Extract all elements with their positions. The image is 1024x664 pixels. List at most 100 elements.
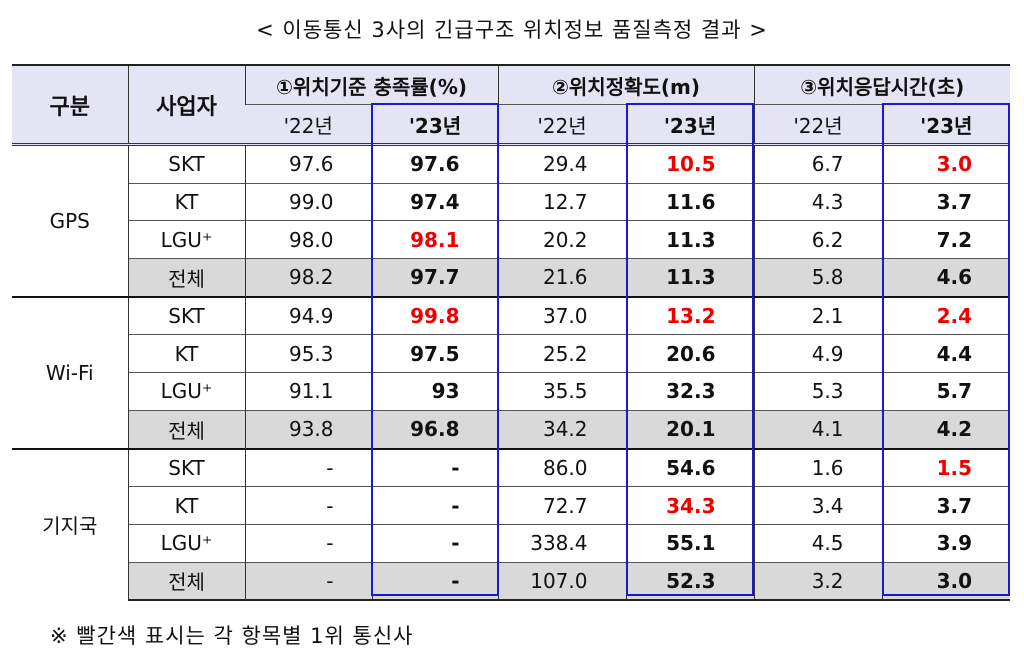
table-row: GPS SKT 97.6 97.6 29.4 10.5 6.7 3.0 [12, 142, 1011, 297]
value-cell: 11.3 [625, 258, 754, 297]
header-metric-1: ①위치기준 충족률(%) [244, 64, 498, 105]
group-label: 기지국 [12, 447, 128, 601]
value-cell: 21.6 [497, 258, 626, 297]
value-cell: 95.3 [244, 334, 372, 373]
table-row: 전체 93.8 96.8 34.2 20.1 4.1 4.2 [12, 409, 1011, 449]
value-cell: 6.2 [753, 220, 882, 259]
value-cell: 97.6 [371, 143, 498, 184]
value-cell: 3.2 [753, 561, 882, 602]
header-y22: '22년 [497, 104, 626, 145]
quality-table: 구분 사업자 ①위치기준 충족률(%) ②위치정확도(m) ③위치응답시간(초)… [12, 64, 1011, 602]
value-cell: 13.2 [625, 295, 754, 335]
table-row: 기지국 SKT - -86.0 54.6 1.6 1.5 [12, 447, 1011, 601]
value-cell: 52.3 [625, 561, 754, 602]
value-cell: 3.0 [881, 143, 1011, 184]
header-y23: '23년 [625, 104, 754, 145]
group-label: GPS [12, 142, 128, 297]
value-cell: 98.0 [244, 220, 372, 259]
value-cell: 96.8 [371, 409, 498, 449]
value-cell: 4.6 [881, 258, 1011, 297]
value-cell: 98.1 [371, 220, 498, 259]
value-cell: 29.4 [497, 143, 626, 184]
value-cell: - [244, 523, 372, 563]
header-metric-3: ③위치응답시간(초) [753, 64, 1011, 105]
value-cell: 20.6 [625, 334, 754, 373]
value-cell: - [371, 523, 498, 563]
value-cell: 11.6 [625, 182, 754, 221]
value-cell: 37.0 [497, 295, 626, 335]
table-row: LGU⁺ 98.0 98.1 20.2 11.3 6.2 7.2 [12, 220, 1011, 259]
value-cell: 97.4 [371, 182, 498, 221]
value-cell: 25.2 [497, 334, 626, 373]
value-cell: - [371, 447, 498, 487]
value-cell: 93 [371, 372, 498, 411]
value-cell: 12.7 [497, 182, 626, 221]
value-cell: 3.9 [881, 523, 1011, 563]
carrier-cell: KT [127, 182, 245, 221]
footnote: ※ 빨간색 표시는 각 항목별 1위 통신사 [50, 624, 414, 648]
value-cell: 5.3 [753, 372, 882, 411]
value-cell: 6.7 [753, 143, 882, 184]
value-cell: 32.3 [625, 372, 754, 411]
value-cell: 86.0 [497, 447, 626, 487]
value-cell: 10.5 [625, 143, 754, 184]
value-cell: 91.1 [244, 372, 372, 411]
header-y22: '22년 [753, 104, 882, 145]
carrier-cell: SKT [127, 143, 245, 184]
header-y23: '23년 [371, 104, 498, 145]
value-cell: 93.8 [244, 409, 372, 449]
value-cell: 1.5 [881, 447, 1011, 487]
carrier-cell: 전체 [127, 561, 245, 602]
value-cell: 3.7 [881, 486, 1011, 525]
value-cell: 4.1 [753, 409, 882, 449]
table-row: 전체 98.2 97.7 21.6 11.3 5.8 4.6 [12, 258, 1011, 297]
table-row: KT 95.3 97.5 25.2 20.6 4.9 4.4 [12, 334, 1011, 373]
table-title: < 이동통신 3사의 긴급구조 위치정보 품질측정 결과 > [256, 18, 768, 42]
value-cell: 4.2 [881, 409, 1011, 449]
value-cell: - [371, 486, 498, 525]
value-cell: 107.0 [497, 561, 626, 602]
value-cell: 3.7 [881, 182, 1011, 221]
value-cell: 97.7 [371, 258, 498, 297]
value-cell: 99.8 [371, 295, 498, 335]
carrier-cell: SKT [127, 447, 245, 487]
value-cell: 97.5 [371, 334, 498, 373]
carrier-cell: LGU⁺ [127, 372, 245, 411]
value-cell: 34.2 [497, 409, 626, 449]
carrier-cell: KT [127, 486, 245, 525]
value-cell: - [244, 447, 372, 487]
value-cell: 5.8 [753, 258, 882, 297]
value-cell: 3.0 [881, 561, 1011, 602]
value-cell: 4.3 [753, 182, 882, 221]
carrier-cell: KT [127, 334, 245, 373]
value-cell: 4.4 [881, 334, 1011, 373]
value-cell: 94.9 [244, 295, 372, 335]
value-cell: - [371, 561, 498, 602]
header-category: 구분 [12, 64, 128, 145]
value-cell: 3.4 [753, 486, 882, 525]
value-cell: 1.6 [753, 447, 882, 487]
header-y23: '23년 [881, 104, 1011, 145]
value-cell: 2.1 [753, 295, 882, 335]
carrier-cell: 전체 [127, 409, 245, 449]
value-cell: 55.1 [625, 523, 754, 563]
group-label: Wi-Fi [12, 295, 128, 449]
value-cell: 20.1 [625, 409, 754, 449]
value-cell: 5.7 [881, 372, 1011, 411]
header-metric-2: ②위치정확도(m) [497, 64, 754, 105]
value-cell: 4.9 [753, 334, 882, 373]
value-cell: 338.4 [497, 523, 626, 563]
value-cell: 20.2 [497, 220, 626, 259]
value-cell: 35.5 [497, 372, 626, 411]
carrier-cell: LGU⁺ [127, 523, 245, 563]
carrier-cell: LGU⁺ [127, 220, 245, 259]
value-cell: 98.2 [244, 258, 372, 297]
value-cell: 7.2 [881, 220, 1011, 259]
value-cell: - [244, 486, 372, 525]
header-carrier: 사업자 [127, 64, 245, 145]
table-row: 전체 - -107.0 52.3 3.2 3.0 [12, 561, 1011, 602]
value-cell: 72.7 [497, 486, 626, 525]
value-cell: 34.3 [625, 486, 754, 525]
carrier-cell: 전체 [127, 258, 245, 297]
table-row: LGU⁺ 91.1 93 35.5 32.3 5.3 5.7 [12, 372, 1011, 411]
